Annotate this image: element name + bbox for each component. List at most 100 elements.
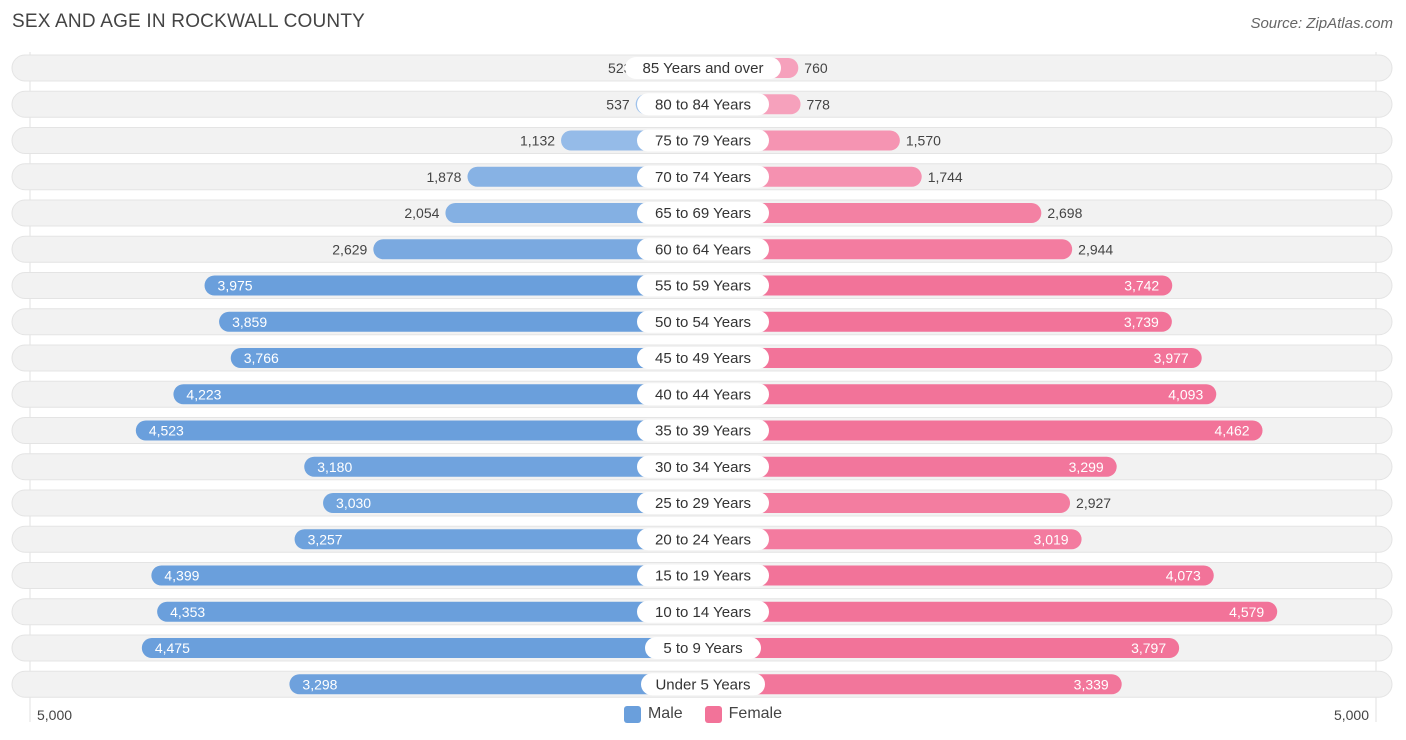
female-bar (703, 638, 1180, 658)
male-bar (135, 420, 703, 441)
category-label-bg (637, 202, 769, 224)
male-bar (230, 348, 704, 368)
category-label-bg (637, 492, 769, 514)
male-bar (141, 638, 703, 658)
female-bar (703, 239, 1073, 260)
category-label-bg (637, 93, 769, 116)
male-bar (204, 275, 703, 296)
legend-label-male: Male (647, 705, 683, 722)
female-bar (703, 456, 1117, 477)
female-value-label: 3,739 (1124, 314, 1159, 330)
chart-title: SEX AND AGE IN ROCKWALL COUNTY (12, 11, 366, 32)
female-value-label: 2,698 (1047, 205, 1082, 221)
female-value-label: 3,299 (1069, 459, 1104, 475)
male-bar (151, 565, 703, 586)
category-label-bg (637, 419, 769, 442)
female-value-label: 2,927 (1076, 495, 1111, 511)
male-value-label: 3,298 (302, 676, 337, 692)
category-label: 85 Years and over (643, 60, 764, 77)
female-value-label: 4,073 (1166, 568, 1201, 584)
category-label-bg (637, 274, 769, 297)
category-label: 50 to 54 Years (655, 314, 751, 331)
male-bar (219, 311, 703, 332)
female-value-label: 1,570 (906, 133, 941, 149)
category-label-bg (637, 600, 769, 623)
category-label-bg (637, 455, 769, 478)
female-bar (703, 203, 1042, 223)
male-bar (157, 601, 704, 622)
female-value-label: 1,744 (928, 169, 963, 185)
axis-right-label: 5,000 (1333, 707, 1369, 723)
male-value-label: 2,054 (404, 205, 439, 221)
female-value-label: 760 (804, 60, 828, 76)
male-value-label: 1,132 (520, 133, 555, 149)
category-label-bg (637, 165, 769, 188)
source-note: Source: ZipAtlas.com (1250, 15, 1393, 32)
male-value-label: 1,878 (426, 169, 461, 185)
female-bar (703, 674, 1122, 695)
category-label-bg (641, 673, 765, 696)
male-value-label: 523 (608, 60, 632, 76)
category-label-bg (637, 383, 769, 406)
female-bar (703, 493, 1071, 513)
male-bar (323, 493, 703, 513)
category-label-bg (637, 238, 769, 261)
female-value-label: 3,797 (1131, 640, 1166, 656)
male-value-label: 3,766 (244, 350, 279, 366)
female-value-label: 4,462 (1214, 423, 1249, 439)
category-label: 10 to 14 Years (655, 604, 751, 621)
category-label-bg (637, 347, 769, 369)
male-value-label: 537 (606, 96, 630, 112)
female-value-label: 3,019 (1034, 531, 1069, 547)
category-label-bg (637, 564, 769, 587)
category-label-bg (637, 528, 769, 551)
female-value-label: 3,339 (1074, 676, 1109, 692)
category-label: 70 to 74 Years (655, 169, 751, 186)
category-label-bg (645, 637, 761, 659)
category-label: 35 to 39 Years (655, 423, 751, 440)
female-bar (703, 348, 1202, 368)
male-value-label: 3,180 (317, 459, 352, 475)
female-bar (703, 384, 1217, 405)
legend-swatch-male (623, 705, 641, 723)
category-label: 75 to 79 Years (655, 133, 751, 150)
category-label: 65 to 69 Years (655, 205, 751, 222)
category-label: Under 5 Years (655, 676, 750, 693)
category-label: 15 to 19 Years (655, 568, 751, 585)
category-label: 30 to 34 Years (655, 459, 751, 476)
male-value-label: 3,257 (308, 531, 343, 547)
legend: Male Female (0, 705, 1406, 723)
legend-swatch-female (704, 705, 722, 723)
female-value-label: 4,579 (1229, 604, 1264, 620)
category-label: 20 to 24 Years (655, 531, 751, 548)
male-bar (294, 529, 703, 550)
category-label: 80 to 84 Years (655, 96, 751, 113)
category-label-bg (637, 310, 769, 333)
category-label-bg (637, 129, 769, 152)
category-label: 25 to 29 Years (655, 495, 751, 512)
male-value-label: 4,399 (164, 568, 199, 584)
category-label: 40 to 44 Years (655, 386, 751, 403)
female-bar (703, 311, 1172, 332)
male-value-label: 4,353 (170, 604, 205, 620)
male-bar (304, 456, 703, 477)
male-value-label: 4,523 (149, 423, 184, 439)
category-label: 5 to 9 Years (663, 640, 742, 657)
male-bar (289, 674, 703, 695)
male-value-label: 3,859 (232, 314, 267, 330)
male-value-label: 4,475 (155, 640, 190, 656)
category-label: 55 to 59 Years (655, 278, 751, 295)
male-bar (173, 384, 704, 405)
category-label: 45 to 49 Years (655, 350, 751, 367)
male-bar (373, 239, 703, 260)
female-value-label: 3,742 (1124, 278, 1159, 294)
female-bar (703, 601, 1278, 622)
legend-item-male: Male (623, 705, 683, 723)
legend-label-female: Female (728, 705, 783, 722)
female-value-label: 778 (807, 96, 831, 112)
male-value-label: 3,975 (218, 278, 253, 294)
category-label-bg (625, 57, 781, 79)
category-label: 60 to 64 Years (655, 241, 751, 258)
male-value-label: 3,030 (336, 495, 371, 511)
